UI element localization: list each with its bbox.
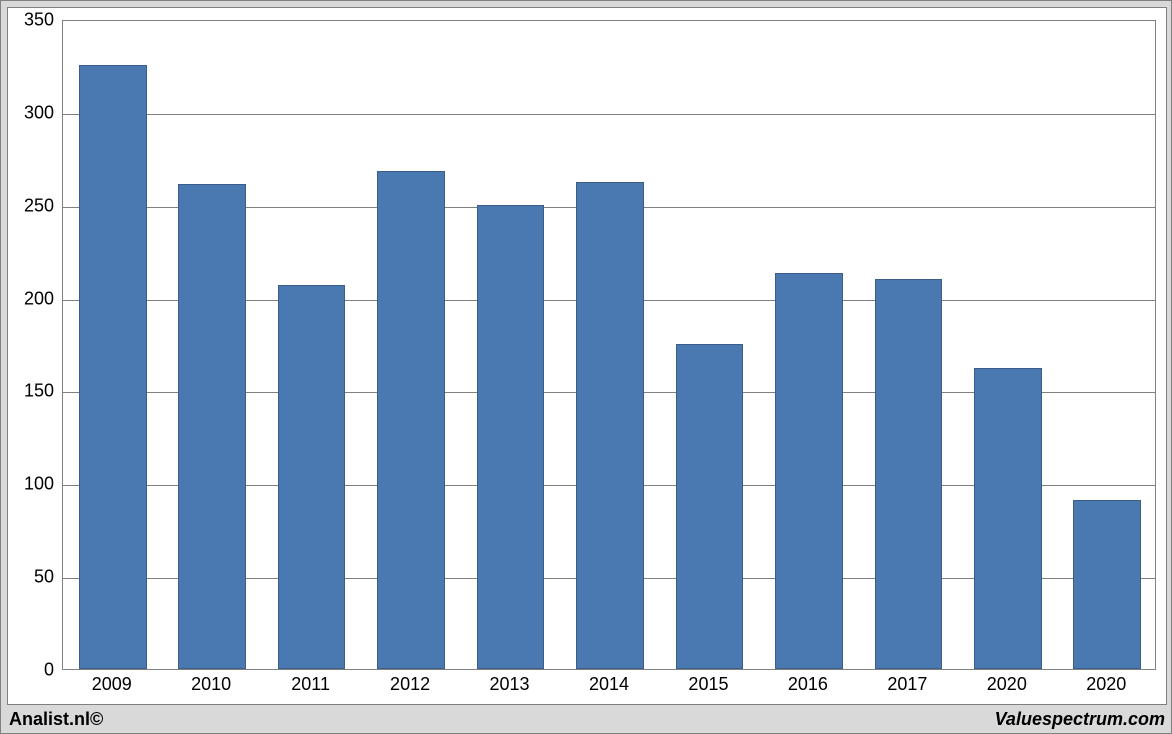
x-tick-label: 2017	[887, 674, 927, 695]
y-tick-label: 250	[6, 195, 54, 216]
y-tick-label: 0	[6, 660, 54, 681]
chart-outer-frame: 0 50 100 150 200 250 300 350 2009 2010 2011 2012 20…	[0, 0, 1172, 734]
y-tick-label: 350	[6, 10, 54, 31]
gridline	[63, 114, 1155, 115]
x-tick-label: 2013	[490, 674, 530, 695]
y-tick-label: 50	[6, 567, 54, 588]
bar	[79, 65, 147, 669]
bar	[875, 279, 943, 669]
bar	[377, 171, 445, 669]
y-tick-label: 100	[6, 474, 54, 495]
chart-panel: 0 50 100 150 200 250 300 350 2009 2010 2011 2012 20…	[7, 7, 1167, 705]
y-tick-label: 200	[6, 288, 54, 309]
footer-right-label: Valuespectrum.com	[995, 709, 1165, 730]
y-tick-label: 150	[6, 381, 54, 402]
bar	[178, 184, 246, 669]
x-tick-label: 2009	[92, 674, 132, 695]
x-tick-label: 2011	[291, 674, 330, 695]
bar	[1073, 500, 1141, 669]
x-tick-label: 2016	[788, 674, 828, 695]
x-tick-label: 2014	[589, 674, 629, 695]
x-tick-label: 2020	[1086, 674, 1126, 695]
x-tick-label: 2020	[987, 674, 1027, 695]
bar	[974, 368, 1042, 669]
plot-area	[62, 20, 1156, 670]
x-tick-label: 2015	[688, 674, 728, 695]
x-tick-label: 2010	[191, 674, 231, 695]
bar	[477, 205, 545, 669]
bar	[278, 285, 346, 669]
x-tick-label: 2012	[390, 674, 430, 695]
y-tick-label: 300	[6, 102, 54, 123]
bar	[676, 344, 744, 669]
footer: Analist.nl© Valuespectrum.com	[7, 707, 1167, 731]
footer-left-label: Analist.nl©	[9, 709, 103, 730]
bar	[576, 182, 644, 669]
bar	[775, 273, 843, 669]
